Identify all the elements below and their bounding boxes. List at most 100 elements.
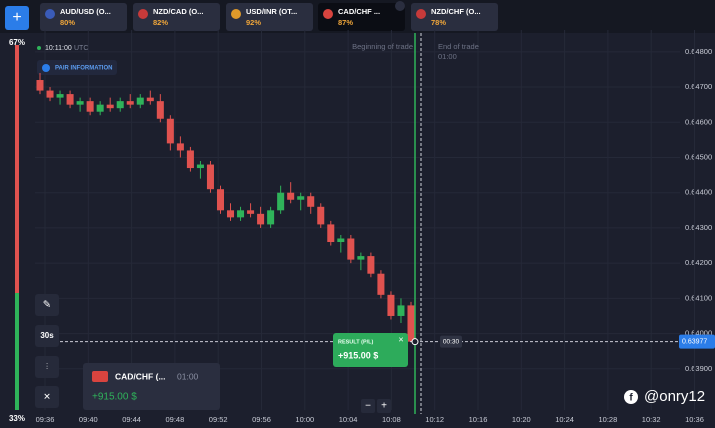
clock-zone: UTC <box>74 45 88 52</box>
y-tick-label: 0.64800 <box>685 47 712 56</box>
y-tick-label: 0.63900 <box>685 364 712 373</box>
candle-body <box>66 94 74 105</box>
chart-type-icon: ⫶ <box>46 361 48 371</box>
interval-label: 30s <box>40 331 54 340</box>
countdown: 00:30 <box>443 338 460 345</box>
x-tick-label: 10:28 <box>599 415 618 424</box>
trade-time: 01:00 <box>177 371 199 381</box>
zoom-in-icon: + <box>381 401 387 412</box>
result-close[interactable]: × <box>398 334 403 344</box>
candle-body <box>46 90 54 98</box>
tab-payout: 80% <box>60 18 75 27</box>
tab[interactable] <box>318 3 405 31</box>
tab-pair: AUD/USD (O... <box>60 7 111 16</box>
tab-flag <box>323 9 333 19</box>
candle-body <box>106 104 114 109</box>
x-tick-label: 09:56 <box>252 415 271 424</box>
end-time: 01:00 <box>438 52 457 61</box>
y-tick-label: 0.64000 <box>685 329 712 338</box>
candle-body <box>237 210 245 218</box>
clock-time: 10:11:00 <box>45 45 72 52</box>
candle-body <box>327 224 335 243</box>
beginning-label: Beginning of trade <box>352 42 413 51</box>
tab-flag <box>416 9 426 19</box>
grid: 0.64800 0.64700 0.64600 0.64500 0.64400 0.643… <box>35 30 712 424</box>
indicator-tool[interactable] <box>35 386 59 408</box>
tab-flag <box>45 9 55 19</box>
x-tick-label: 09:40 <box>79 415 98 424</box>
zoom-out[interactable] <box>361 399 375 413</box>
candle-body <box>156 101 164 119</box>
tab-pair: NZD/CAD (O... <box>153 7 203 16</box>
candle-body <box>277 192 285 211</box>
candle-body <box>337 238 345 243</box>
tools: ✎ 30s ⫶ ✕ <box>35 294 59 408</box>
candle-body <box>397 305 405 316</box>
candle-body <box>196 164 204 169</box>
candles <box>36 72 415 342</box>
x-tick-label: 09:52 <box>209 415 228 424</box>
candle-body <box>267 210 275 225</box>
info-icon <box>42 64 50 72</box>
candle-body <box>307 196 315 207</box>
y-tick-label: 0.64500 <box>685 152 712 161</box>
candle-body <box>176 143 184 151</box>
tab-payout: 92% <box>246 18 261 27</box>
x-tick-label: 09:48 <box>166 415 185 424</box>
watermark: @onry12 <box>644 388 705 405</box>
tab-payout: 87% <box>338 18 353 27</box>
candle-body <box>116 101 124 109</box>
y-tick-label: 0.64100 <box>685 293 712 302</box>
tab[interactable] <box>133 3 220 31</box>
result-title: RESULT (P/L) <box>338 339 374 345</box>
candle-body <box>186 150 194 169</box>
candle-body <box>206 164 214 190</box>
pair-info-label: PAIR INFORMATION <box>55 66 112 72</box>
trade-panel <box>83 363 220 410</box>
pair-info-button[interactable] <box>37 60 117 75</box>
y-tick-label: 0.64400 <box>685 188 712 197</box>
x-tick-label: 10:16 <box>469 415 488 424</box>
tab[interactable] <box>226 3 313 31</box>
price-label-box <box>679 334 715 349</box>
sentiment-down <box>15 45 19 293</box>
x-tick-label: 10:20 <box>512 415 531 424</box>
candle-body <box>357 256 365 260</box>
countdown-box <box>440 335 462 348</box>
candle-body <box>227 210 235 218</box>
candle-body <box>96 104 104 112</box>
x-tick-label: 10:32 <box>642 415 661 424</box>
candle-body <box>247 210 255 214</box>
draw-tool[interactable] <box>35 294 59 316</box>
result-box <box>333 333 408 367</box>
trade-amount: +915.00 $ <box>92 392 137 403</box>
facebook-glyph: f <box>629 393 633 404</box>
tab[interactable] <box>40 3 127 31</box>
candle-body <box>36 80 44 91</box>
y-tick-label: 0.64200 <box>685 258 712 267</box>
tab-pair: CAD/CHF ... <box>338 7 380 16</box>
candle-body <box>76 101 84 105</box>
sentiment-bottom: 33% <box>9 414 25 423</box>
end-label: End of trade <box>438 42 479 51</box>
interval-tool[interactable] <box>35 325 59 347</box>
price-dot <box>411 338 419 346</box>
add-button[interactable] <box>5 6 29 30</box>
candle-body <box>136 97 144 105</box>
zoom-out-icon: − <box>365 401 371 412</box>
chart-type-tool[interactable] <box>35 356 59 378</box>
zoom-in[interactable] <box>377 399 391 413</box>
x-tick-label: 10:00 <box>295 415 314 424</box>
tab[interactable] <box>411 3 498 31</box>
indicator-icon: ✕ <box>43 391 51 401</box>
candle-body <box>377 273 385 295</box>
add-icon: + <box>12 9 21 26</box>
tab-close[interactable] <box>395 1 405 11</box>
tab-pair: NZD/CHF (O... <box>431 7 481 16</box>
y-tick-label: 0.64600 <box>685 117 712 126</box>
tab-flag <box>138 9 148 19</box>
trade-pair: CAD/CHF (... <box>115 371 166 381</box>
tab-flag <box>231 9 241 19</box>
candle-body <box>317 206 325 225</box>
